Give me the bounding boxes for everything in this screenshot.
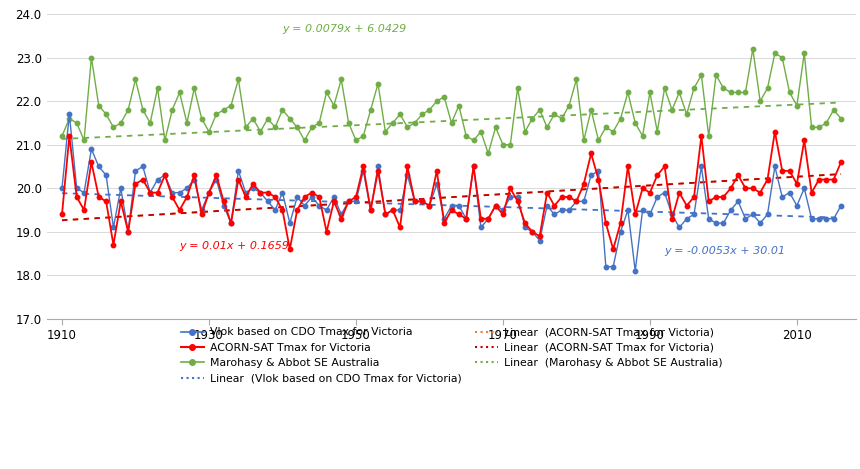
Text: y = 0.01x + 0.1659: y = 0.01x + 0.1659 [180, 242, 290, 251]
Text: y = -0.0053x + 30.01: y = -0.0053x + 30.01 [665, 246, 786, 256]
Legend: Vlok based on CDO Tmax for Victoria, ACORN-SAT Tmax for Victoria, Marohasy & Abb: Vlok based on CDO Tmax for Victoria, ACO… [181, 327, 722, 384]
Text: y = 0.0079x + 6.0429: y = 0.0079x + 6.0429 [282, 23, 407, 34]
